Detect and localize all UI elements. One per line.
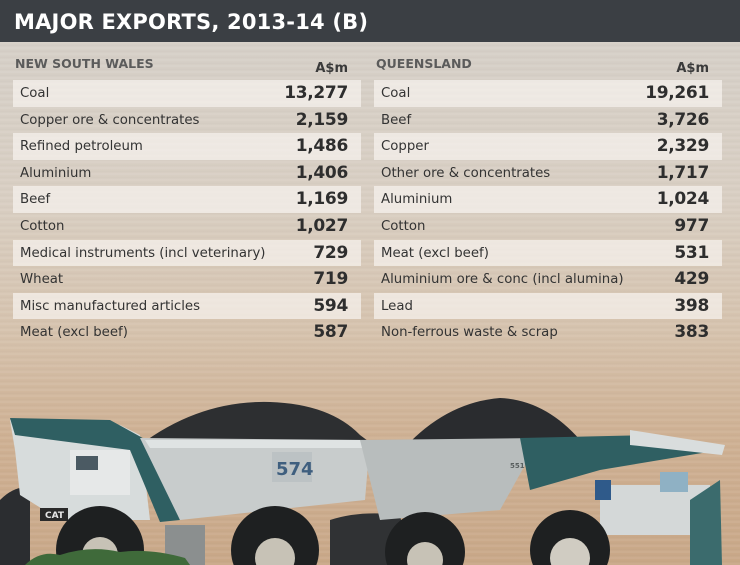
table-row: Aluminium 1,024 (374, 186, 722, 213)
row-value: 1,406 (295, 162, 349, 183)
coal-pile-left (140, 401, 380, 450)
svg-text:551: 551 (510, 462, 525, 470)
row-label: Aluminium (20, 165, 92, 181)
table-row: Aluminium ore & conc (incl alumina) 429 (374, 266, 722, 293)
coal-pile-right (410, 398, 580, 445)
table-row: Cotton 977 (374, 213, 722, 240)
coal-pile-far-left (0, 487, 30, 565)
row-label: Copper ore & concentrates (20, 112, 200, 128)
row-label: Medical instruments (incl veterinary) (20, 245, 266, 261)
table-row: Meat (excl beef) 587 (13, 319, 361, 346)
row-label: Aluminium ore & conc (incl alumina) (381, 272, 624, 288)
row-value: 1,717 (656, 162, 710, 183)
table-row: Other ore & concentrates 1,717 (374, 160, 722, 187)
row-label: Beef (381, 112, 412, 128)
table-row: Beef 3,726 (374, 107, 722, 134)
row-label: Other ore & concentrates (381, 165, 551, 181)
row-label: Lead (381, 298, 413, 314)
page-title: MAJOR EXPORTS, 2013-14 (B) (14, 10, 369, 34)
table-row: Meat (excl beef) 531 (374, 239, 722, 267)
table-row: Copper 2,329 (374, 133, 722, 160)
row-label: Refined petroleum (20, 139, 143, 155)
table-row: Refined petroleum 1,486 (13, 133, 361, 160)
table-row: Lead 398 (374, 292, 722, 320)
table-row: Coal 19,261 (374, 80, 722, 107)
row-value: 429 (674, 269, 709, 290)
row-value: 587 (313, 322, 348, 343)
row-value: 398 (674, 295, 709, 316)
nsw-table: NEW SOUTH WALES A$m Coal 13,277 Copper or… (13, 52, 361, 346)
truck-574: 574 CAT (10, 418, 372, 565)
row-label: Copper (381, 139, 429, 155)
table-row: Non-ferrous waste & scrap 383 (374, 319, 722, 346)
nsw-table-header: NEW SOUTH WALES A$m (13, 52, 361, 80)
row-value: 719 (313, 269, 348, 290)
table-row: Medical instruments (incl veterinary) 729 (13, 239, 361, 267)
qld-unit-label: A$m (676, 61, 709, 76)
row-value: 2,159 (295, 109, 349, 130)
row-value: 1,027 (295, 215, 349, 236)
table-row: Aluminium 1,406 (13, 160, 361, 187)
row-value: 729 (313, 242, 348, 263)
row-value: 19,261 (645, 83, 709, 103)
row-label: Aluminium (381, 192, 453, 208)
row-value: 977 (674, 215, 709, 236)
coal-trucks-photo: 574 CAT 551 (0, 390, 740, 565)
row-value: 383 (674, 322, 709, 343)
table-row: Misc manufactured articles 594 (13, 292, 361, 320)
row-value: 1,024 (656, 189, 710, 210)
table-row: Beef 1,169 (13, 186, 361, 213)
table-row: Coal 13,277 (13, 80, 361, 107)
shrubs (25, 549, 190, 565)
row-value: 3,726 (656, 109, 710, 130)
table-row: Cotton 1,027 (13, 213, 361, 240)
qld-table-title: QUEENSLAND (376, 56, 472, 71)
title-bar: MAJOR EXPORTS, 2013-14 (B) (0, 0, 740, 42)
row-label: Meat (excl beef) (20, 325, 128, 341)
table-row: Wheat 719 (13, 266, 361, 293)
row-label: Coal (381, 86, 411, 101)
row-label: Cotton (20, 218, 65, 234)
row-value: 2,329 (656, 136, 710, 157)
nsw-unit-label: A$m (315, 61, 348, 76)
table-row: Copper ore & concentrates 2,159 (13, 107, 361, 134)
row-value: 594 (313, 295, 348, 316)
svg-text:CAT: CAT (45, 511, 65, 521)
row-label: Beef (20, 192, 51, 208)
qld-table: QUEENSLAND A$m Coal 19,261 Beef 3,726 Copp… (374, 52, 722, 346)
row-value: 531 (674, 242, 709, 263)
row-label: Non-ferrous waste & scrap (381, 325, 558, 341)
row-value: 1,486 (295, 136, 349, 157)
qld-table-header: QUEENSLAND A$m (374, 52, 722, 80)
row-value: 13,277 (284, 83, 348, 103)
row-label: Coal (20, 86, 50, 101)
nsw-table-title: NEW SOUTH WALES (15, 56, 154, 71)
row-label: Cotton (381, 218, 426, 234)
row-label: Meat (excl beef) (381, 245, 489, 261)
row-value: 1,169 (295, 189, 349, 210)
svg-text:574: 574 (276, 459, 314, 480)
row-label: Misc manufactured articles (20, 298, 201, 314)
truck-551: 551 (360, 430, 725, 565)
row-label: Wheat (20, 272, 64, 288)
